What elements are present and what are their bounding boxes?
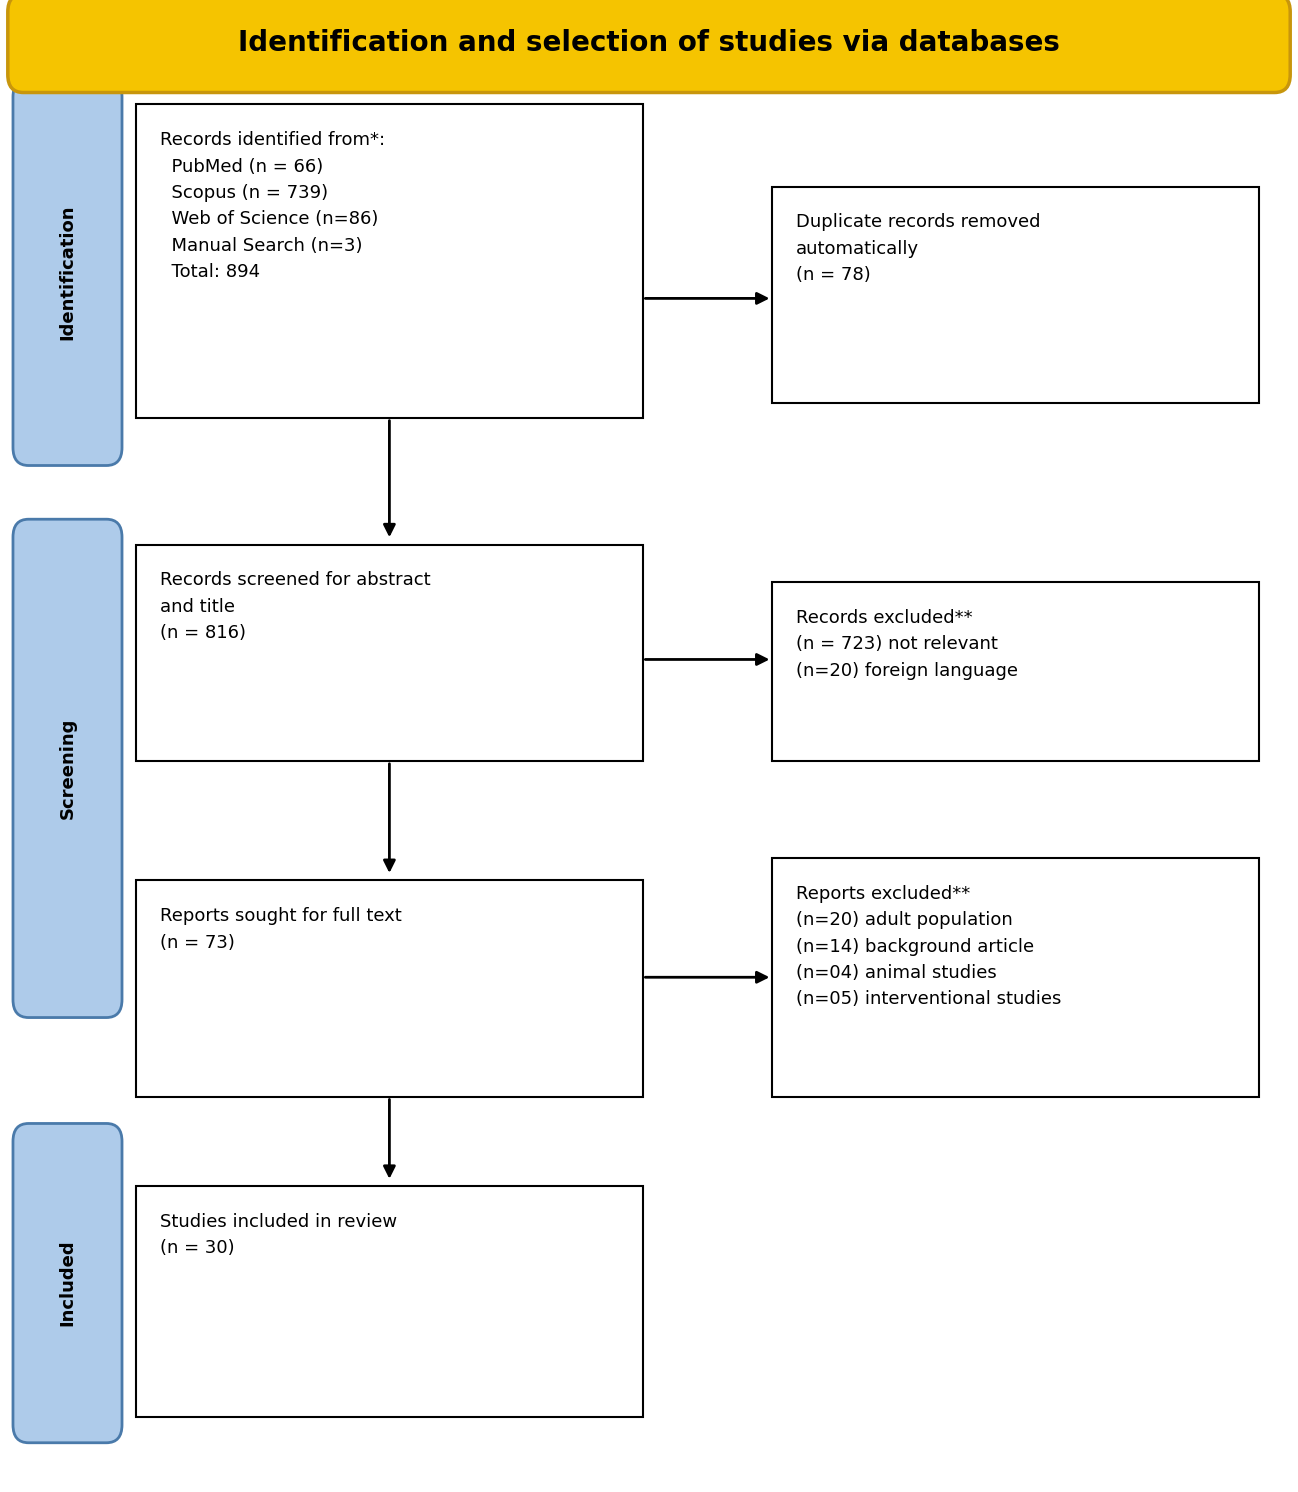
- Text: Records screened for abstract
and title
(n = 816): Records screened for abstract and title …: [160, 571, 430, 642]
- FancyBboxPatch shape: [13, 519, 122, 1018]
- Text: Screening: Screening: [58, 718, 77, 819]
- Text: Records identified from*:
  PubMed (n = 66)
  Scopus (n = 739)
  Web of Science : Records identified from*: PubMed (n = 66…: [160, 131, 384, 282]
- Text: Duplicate records removed
automatically
(n = 78): Duplicate records removed automatically …: [796, 213, 1040, 283]
- FancyBboxPatch shape: [13, 79, 122, 466]
- FancyBboxPatch shape: [8, 0, 1290, 93]
- FancyBboxPatch shape: [772, 186, 1259, 403]
- FancyBboxPatch shape: [136, 1186, 643, 1417]
- FancyBboxPatch shape: [136, 545, 643, 761]
- Text: Identification: Identification: [58, 204, 77, 340]
- Text: Identification and selection of studies via databases: Identification and selection of studies …: [238, 30, 1060, 57]
- FancyBboxPatch shape: [772, 582, 1259, 761]
- FancyBboxPatch shape: [13, 1123, 122, 1443]
- FancyBboxPatch shape: [136, 104, 643, 418]
- Text: Included: Included: [58, 1240, 77, 1326]
- FancyBboxPatch shape: [772, 858, 1259, 1097]
- FancyBboxPatch shape: [136, 880, 643, 1097]
- Text: Records excluded**
(n = 723) not relevant
(n=20) foreign language: Records excluded** (n = 723) not relevan…: [796, 609, 1018, 679]
- Text: Reports sought for full text
(n = 73): Reports sought for full text (n = 73): [160, 907, 401, 952]
- Text: Studies included in review
(n = 30): Studies included in review (n = 30): [160, 1213, 397, 1258]
- Text: Reports excluded**
(n=20) adult population
(n=14) background article
(n=04) anim: Reports excluded** (n=20) adult populati…: [796, 885, 1060, 1009]
